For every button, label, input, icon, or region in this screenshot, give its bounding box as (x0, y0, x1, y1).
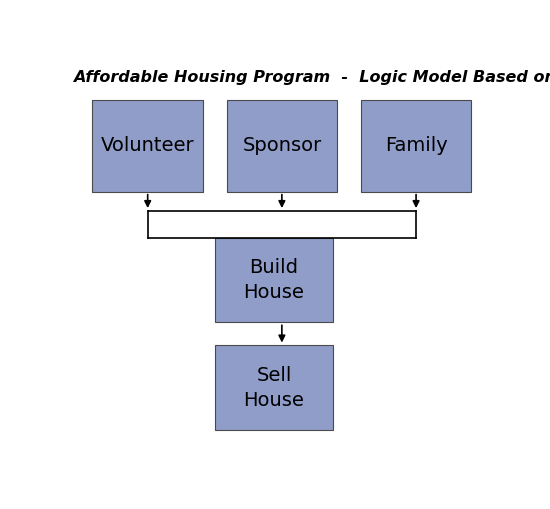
Text: Affordable Housing Program  -  Logic Model Based on Mission: Affordable Housing Program - Logic Model… (73, 70, 550, 86)
Text: Build
House: Build House (244, 258, 304, 302)
Text: Sponsor: Sponsor (242, 136, 322, 155)
Bar (92, 99, 203, 192)
Bar (227, 99, 337, 192)
Text: Family: Family (384, 136, 448, 155)
Bar (215, 238, 333, 322)
Text: Volunteer: Volunteer (101, 136, 195, 155)
Bar (215, 346, 333, 430)
Bar (361, 99, 471, 192)
Text: Sell
House: Sell House (244, 365, 304, 410)
